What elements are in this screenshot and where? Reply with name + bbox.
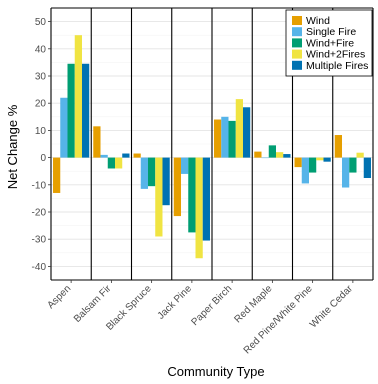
bar <box>60 97 68 158</box>
y-tick-label: 40 <box>35 44 47 55</box>
bar <box>100 154 108 158</box>
legend-label: Wind+2Fires <box>306 49 365 61</box>
y-tick-label: -20 <box>32 208 47 219</box>
bar <box>81 63 90 158</box>
bar <box>133 153 141 158</box>
bar <box>155 157 163 237</box>
bar <box>188 157 196 233</box>
y-tick-label: 20 <box>35 99 47 110</box>
bar <box>342 157 350 188</box>
bar <box>74 35 82 158</box>
bar <box>162 157 170 206</box>
bar <box>107 157 115 169</box>
bar <box>254 151 262 158</box>
legend-swatch <box>292 16 302 25</box>
y-tick-label: -40 <box>32 262 47 273</box>
panel-borders <box>50 7 374 281</box>
legend-swatch <box>292 60 302 70</box>
bar <box>67 63 75 158</box>
bars <box>53 35 371 259</box>
bar <box>316 157 324 161</box>
bar <box>214 119 222 158</box>
bar <box>114 157 123 169</box>
legend-label: Single Fire <box>306 26 356 38</box>
bar <box>301 157 310 184</box>
y-tick-label: 50 <box>35 17 47 28</box>
bar <box>363 157 371 178</box>
bar <box>283 154 291 158</box>
bar <box>275 152 284 158</box>
legend-label: Multiple Fires <box>306 60 368 72</box>
bar <box>173 157 182 217</box>
bar <box>93 126 101 158</box>
bar <box>309 157 317 173</box>
bar <box>221 116 229 158</box>
bar <box>228 120 236 158</box>
bar <box>140 157 149 189</box>
bar <box>148 157 156 187</box>
bar <box>323 157 331 162</box>
bar <box>53 157 61 193</box>
y-tick-label: -30 <box>32 235 47 246</box>
y-tick-label: -10 <box>32 180 47 191</box>
bar <box>122 153 130 158</box>
bar <box>261 157 269 159</box>
legend-swatch <box>292 49 302 59</box>
bar <box>268 145 276 158</box>
bar <box>349 157 357 173</box>
legend-label: Wind+Fire <box>306 37 354 49</box>
bar <box>356 152 364 158</box>
legend-swatch <box>292 27 302 37</box>
bar <box>242 107 251 158</box>
y-axis: -40 -30 -20 -10 0 10 20 30 40 50 <box>32 17 51 273</box>
bar <box>294 157 302 168</box>
x-axis-title: Community Type <box>167 364 264 379</box>
bar <box>181 157 189 174</box>
bar <box>235 99 243 158</box>
bar <box>202 157 210 241</box>
bar <box>334 135 343 158</box>
legend-swatch <box>292 38 302 48</box>
y-axis-title: Net Change % <box>5 104 20 189</box>
bar <box>195 157 203 259</box>
legend-label: Wind <box>306 15 330 27</box>
y-tick-label: 30 <box>35 72 47 83</box>
y-tick-label: 10 <box>35 126 47 137</box>
y-tick-label: 0 <box>40 153 46 164</box>
